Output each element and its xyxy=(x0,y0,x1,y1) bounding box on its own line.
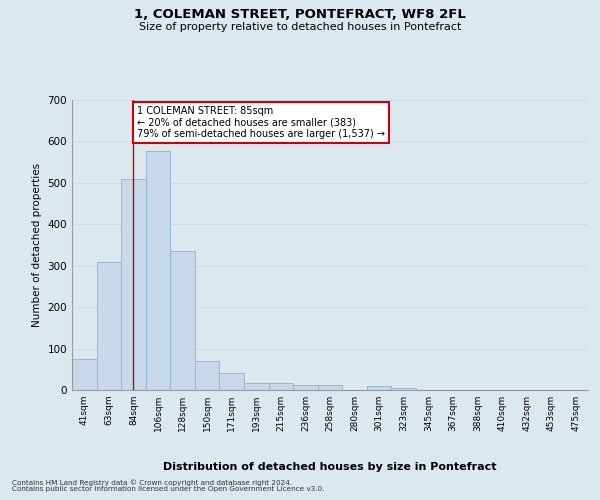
Text: Size of property relative to detached houses in Pontefract: Size of property relative to detached ho… xyxy=(139,22,461,32)
Y-axis label: Number of detached properties: Number of detached properties xyxy=(32,163,42,327)
Bar xyxy=(293,385,318,390)
Bar xyxy=(146,150,170,390)
Text: 1, COLEMAN STREET, PONTEFRACT, WF8 2FL: 1, COLEMAN STREET, PONTEFRACT, WF8 2FL xyxy=(134,8,466,20)
Bar xyxy=(269,382,293,390)
Bar xyxy=(72,359,97,390)
Text: Distribution of detached houses by size in Pontefract: Distribution of detached houses by size … xyxy=(163,462,497,472)
Bar xyxy=(367,386,391,390)
Bar xyxy=(391,388,416,390)
Bar xyxy=(220,374,244,390)
Bar xyxy=(318,385,342,390)
Bar xyxy=(97,262,121,390)
Bar xyxy=(195,361,220,390)
Bar xyxy=(170,251,195,390)
Bar xyxy=(121,178,146,390)
Text: Contains HM Land Registry data © Crown copyright and database right 2024.
Contai: Contains HM Land Registry data © Crown c… xyxy=(12,479,325,492)
Bar xyxy=(244,382,269,390)
Text: 1 COLEMAN STREET: 85sqm
← 20% of detached houses are smaller (383)
79% of semi-d: 1 COLEMAN STREET: 85sqm ← 20% of detache… xyxy=(137,106,385,140)
